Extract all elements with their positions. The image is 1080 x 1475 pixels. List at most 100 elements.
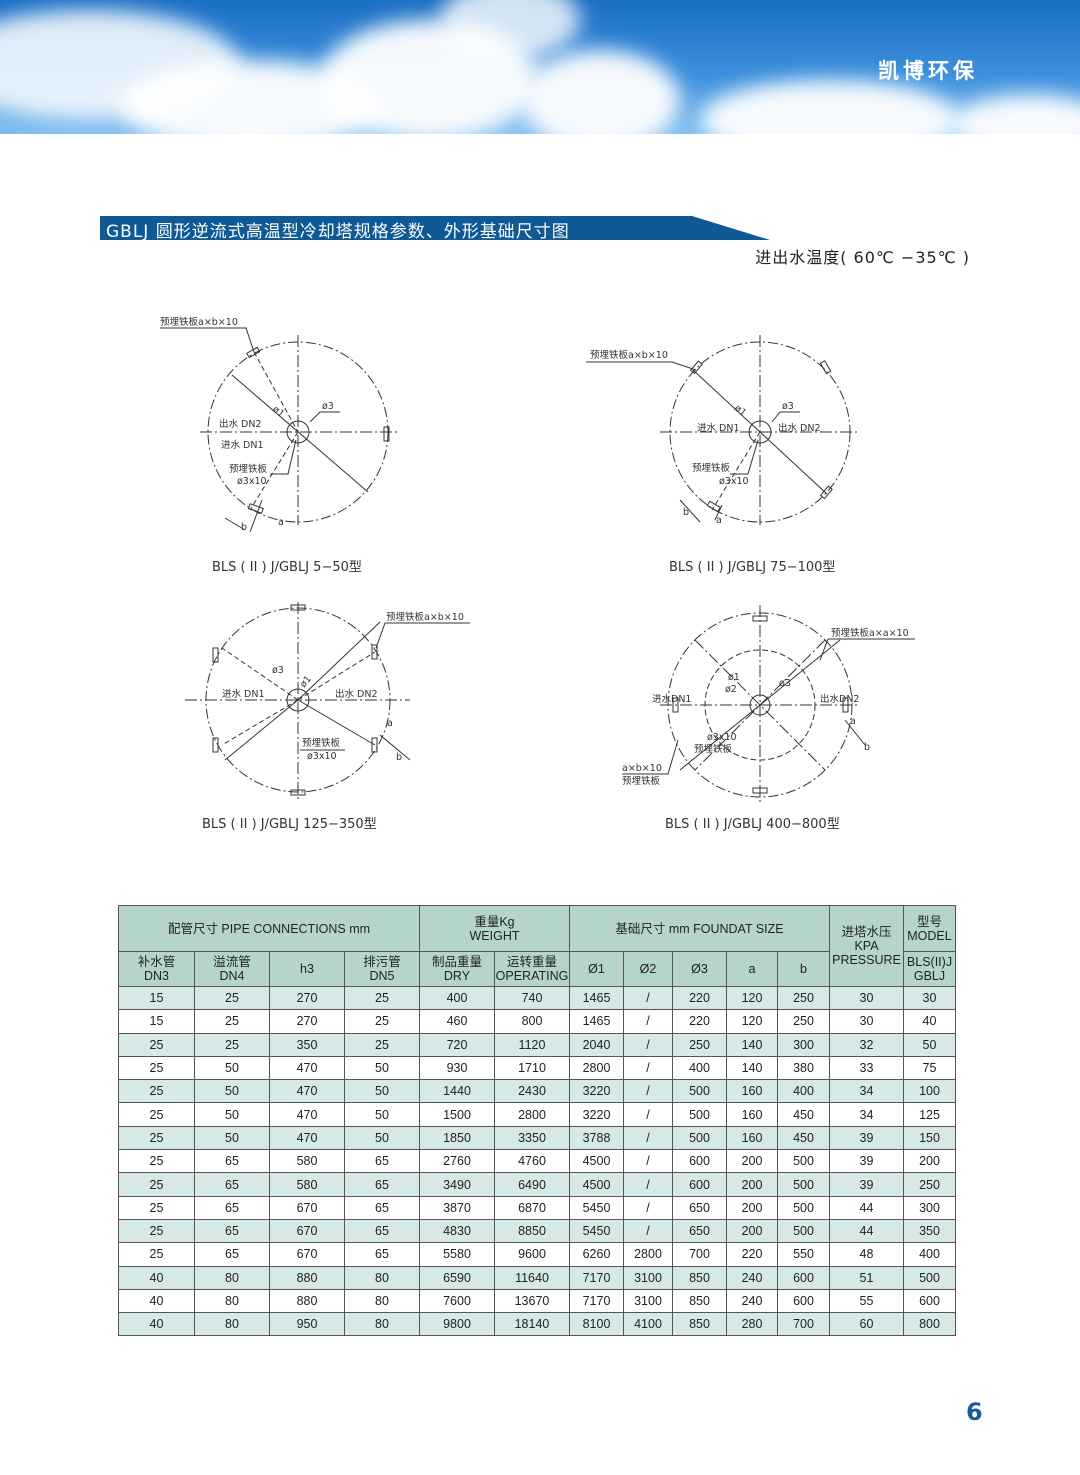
table-row: 25 50 470 50 1850 3350 3788/500 160 450 39 150 [118,1125,956,1151]
svg-text:ø3x10: ø3x10 [719,476,749,487]
table-cell: 500 [672,1102,727,1127]
table-cell: 120 [726,985,778,1011]
table-cell: 3220 [569,1079,624,1104]
table-cell: 700 [672,1242,727,1267]
table-cell: 50 [194,1055,270,1081]
table-cell: 470 [269,1055,345,1081]
table-cell: 600 [672,1149,727,1174]
svg-text:ø3: ø3 [322,401,334,412]
table-cell: 40 [903,1009,956,1034]
svg-text:a: a [716,515,722,526]
table-cell: 300 [903,1195,956,1220]
table-cell: 500 [777,1172,830,1197]
table-cell: 300 [777,1032,830,1057]
table-cell: 65 [194,1172,270,1197]
table-cell: 80 [344,1265,420,1290]
table-cell: 50 [344,1125,420,1151]
svg-text:预埋铁板: 预埋铁板 [692,462,731,474]
table-cell: 850 [672,1288,727,1314]
table-cell: 160 [726,1102,778,1127]
table-cell: 7170 [569,1265,624,1290]
table-cell: 65 [194,1149,270,1174]
svg-text:b: b [683,507,689,518]
table-cell: 3100 [623,1265,673,1290]
table-cell: 740 [494,985,570,1011]
svg-text:预埋铁板a×b×10: 预埋铁板a×b×10 [160,316,238,328]
table-cell: 500 [672,1125,727,1151]
table-cell: 25 [194,1032,270,1057]
table-cell: 2800 [569,1055,624,1081]
table-cell: 80 [194,1265,270,1290]
brand-name: 凯博环保 [878,59,978,83]
table-cell: 220 [672,1009,727,1034]
table-cell: 350 [903,1218,956,1244]
diagram-1 [160,327,400,533]
table-cell: 880 [269,1288,345,1314]
table-cell: 200 [726,1195,778,1220]
table-cell: 2800 [494,1102,570,1127]
table-row: 40 80 880 80 7600 13670 7170 3100 850 240 600 55 600 [118,1288,956,1314]
table-cell: 550 [777,1242,830,1267]
table-cell: 200 [726,1172,778,1197]
table-cell: 3490 [419,1172,495,1197]
table-cell: 25 [118,1055,195,1081]
table-cell: 500 [777,1195,830,1220]
table-cell: / [623,1149,673,1174]
table-cell: 9600 [494,1242,570,1267]
column-header: Ø1 [569,951,624,987]
diagram-4 [622,605,915,805]
svg-text:ø1: ø1 [728,672,740,683]
svg-text:ø2: ø2 [725,684,737,695]
table-cell: 7600 [419,1288,495,1314]
table-cell: 50 [194,1125,270,1151]
table-cell: 75 [903,1055,956,1081]
table-cell: / [623,1125,673,1151]
table-cell: 1465 [569,985,624,1011]
svg-text:a: a [850,716,856,727]
table-cell: 930 [419,1055,495,1081]
table-cell: 25 [118,1102,195,1127]
table-cell: 470 [269,1125,345,1151]
table-cell: 80 [194,1288,270,1314]
table-cell: 270 [269,1009,345,1034]
column-header: 排污管 DN5 [344,951,420,987]
table-cell: 65 [344,1172,420,1197]
table-cell: 240 [726,1288,778,1314]
table-cell: 4100 [623,1312,673,1337]
svg-text:a×b×10: a×b×10 [622,763,662,774]
column-header-model: BLS(II)J GBLJ [903,951,956,987]
section-title: GBLJ 圆形逆流式高温型冷却塔规格参数、外形基础尺寸图 [106,222,570,242]
svg-text:ø3: ø3 [272,665,284,676]
table-cell: 350 [269,1032,345,1057]
table-cell: 460 [419,1009,495,1034]
svg-text:预埋铁板: 预埋铁板 [302,737,341,749]
table-cell: 380 [777,1055,830,1081]
table-cell: 280 [726,1312,778,1337]
table-cell: 50 [344,1102,420,1127]
table-cell: 50 [903,1032,956,1057]
table-cell: 3870 [419,1195,495,1220]
table-cell: 2040 [569,1032,624,1057]
table-cell: 650 [672,1218,727,1244]
table-cell: 25 [194,1009,270,1034]
table-cell: 30 [829,1009,904,1034]
table-cell: 580 [269,1172,345,1197]
temperature-note: 进出水温度( 60℃ −35℃ ) [755,248,970,267]
table-cell: 44 [829,1195,904,1220]
table-cell: 65 [194,1195,270,1220]
table-cell: 470 [269,1079,345,1104]
table-cell: 15 [118,985,195,1011]
table-cell: 1710 [494,1055,570,1081]
svg-text:预埋铁板: 预埋铁板 [229,463,268,475]
svg-text:预埋铁板a×a×10: 预埋铁板a×a×10 [831,627,909,639]
table-cell: / [623,1079,673,1104]
table-cell: 32 [829,1032,904,1057]
table-cell: / [623,985,673,1011]
svg-text:b: b [241,522,247,533]
table-cell: 80 [344,1288,420,1314]
table-cell: 580 [269,1149,345,1174]
svg-text:b: b [396,752,402,763]
spec-table: 配管尺寸 PIPE CONNECTIONS mm 重量Kg WEIGHT 基础尺寸… [118,905,956,1337]
table-cell: 2800 [623,1242,673,1267]
table-cell: 250 [672,1032,727,1057]
